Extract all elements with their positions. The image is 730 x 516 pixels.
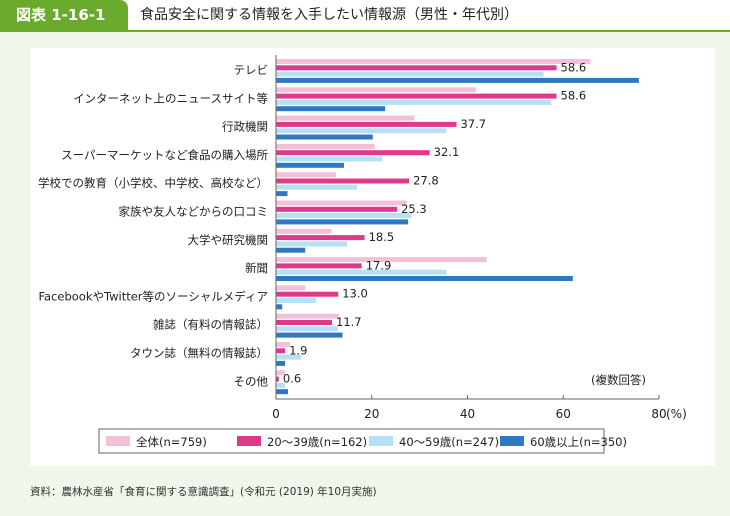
bar bbox=[276, 143, 375, 149]
bar bbox=[276, 298, 317, 303]
bar bbox=[276, 71, 544, 77]
data-label: 18.5 bbox=[369, 230, 395, 244]
legend-label: 20～39歳(n=162) bbox=[267, 435, 367, 449]
source-note: 資料：農林水産省「食育に関する意識調査」(令和元 (2019) 年10月実施) bbox=[30, 486, 377, 498]
data-label: 58.6 bbox=[561, 60, 587, 74]
bar bbox=[276, 360, 286, 366]
bar bbox=[276, 77, 639, 83]
data-label: 17.9 bbox=[366, 258, 392, 272]
category-label: 大学や研究機関 bbox=[188, 233, 269, 247]
category-label: その他 bbox=[234, 374, 269, 388]
legend-swatch bbox=[237, 436, 261, 446]
bar bbox=[276, 134, 373, 140]
x-tick-label: 80 bbox=[651, 407, 666, 421]
bar bbox=[276, 219, 409, 225]
category-label: インターネット上のニュースサイト等 bbox=[73, 91, 268, 105]
bar bbox=[276, 247, 306, 253]
bar bbox=[276, 87, 477, 93]
data-label: 13.0 bbox=[342, 287, 368, 301]
category-label: FacebookやTwitter等のソーシャルメディア bbox=[38, 289, 268, 303]
x-unit: (%) bbox=[666, 407, 687, 421]
bar bbox=[276, 263, 362, 269]
bar bbox=[276, 241, 348, 247]
legend-label: 全体(n=759) bbox=[136, 435, 207, 449]
x-tick-label: 20 bbox=[364, 407, 379, 421]
bar bbox=[276, 184, 357, 190]
legend-swatch bbox=[500, 436, 524, 446]
bar bbox=[276, 313, 339, 319]
bar bbox=[276, 228, 332, 234]
legend-label: 40～59歳(n=247) bbox=[399, 435, 499, 449]
bar bbox=[276, 172, 336, 178]
category-label: タウン誌（無料の情報誌） bbox=[130, 346, 268, 360]
bar bbox=[276, 376, 279, 382]
bar bbox=[276, 93, 557, 99]
category-label: 学校での教育（小学校、中学校、高校など） bbox=[38, 176, 268, 190]
bar bbox=[276, 106, 386, 112]
bar bbox=[276, 191, 288, 197]
data-label: 1.9 bbox=[289, 343, 307, 357]
x-tick-label: 0 bbox=[272, 407, 280, 421]
bar bbox=[276, 65, 557, 71]
bar bbox=[276, 162, 344, 168]
category-label: 雑誌（有料の情報誌） bbox=[153, 318, 268, 332]
annotation: (複数回答) bbox=[591, 373, 646, 387]
data-label: 0.6 bbox=[283, 372, 301, 386]
category-label: テレビ bbox=[234, 63, 269, 77]
legend-swatch bbox=[106, 436, 130, 446]
bar bbox=[276, 285, 306, 291]
chart-title: 食品安全に関する情報を入手したい情報源（男性・年代別） bbox=[140, 7, 518, 23]
data-label: 27.8 bbox=[413, 174, 439, 188]
bar bbox=[276, 342, 290, 347]
bar bbox=[276, 326, 338, 332]
x-tick-label: 60 bbox=[556, 407, 571, 421]
legend-swatch bbox=[369, 436, 393, 446]
bar bbox=[276, 99, 552, 105]
bar bbox=[276, 276, 573, 281]
legend-label: 60歳以上(n=350) bbox=[530, 435, 627, 449]
bar bbox=[276, 156, 383, 162]
bar bbox=[276, 178, 410, 184]
bar bbox=[276, 257, 487, 263]
bar bbox=[276, 206, 398, 212]
bar bbox=[276, 354, 301, 360]
data-label: 32.1 bbox=[434, 145, 460, 159]
data-label: 25.3 bbox=[401, 202, 427, 216]
bar bbox=[276, 320, 333, 325]
bar bbox=[276, 382, 286, 388]
bar bbox=[276, 269, 447, 275]
bar bbox=[276, 348, 286, 354]
bar bbox=[276, 121, 457, 127]
category-label: 家族や友人などからの口コミ bbox=[119, 205, 269, 219]
bar bbox=[276, 213, 412, 219]
bar bbox=[276, 304, 283, 310]
bar bbox=[276, 291, 339, 297]
bar bbox=[276, 389, 288, 395]
figure-number: 図表 1-16-1 bbox=[0, 0, 128, 30]
category-label: スーパーマーケットなど食品の購入場所 bbox=[61, 148, 268, 162]
bar bbox=[276, 115, 415, 121]
bar bbox=[276, 59, 591, 64]
category-label: 新聞 bbox=[245, 261, 268, 275]
data-label: 37.7 bbox=[460, 117, 486, 131]
bar bbox=[276, 150, 430, 156]
bar bbox=[276, 200, 407, 206]
bar bbox=[276, 370, 286, 376]
bar bbox=[276, 332, 343, 338]
bar bbox=[276, 128, 447, 134]
category-label: 行政機関 bbox=[222, 120, 268, 134]
x-tick-label: 40 bbox=[460, 407, 475, 421]
data-label: 11.7 bbox=[336, 315, 362, 329]
bar bbox=[276, 235, 365, 241]
data-label: 58.6 bbox=[561, 89, 587, 103]
